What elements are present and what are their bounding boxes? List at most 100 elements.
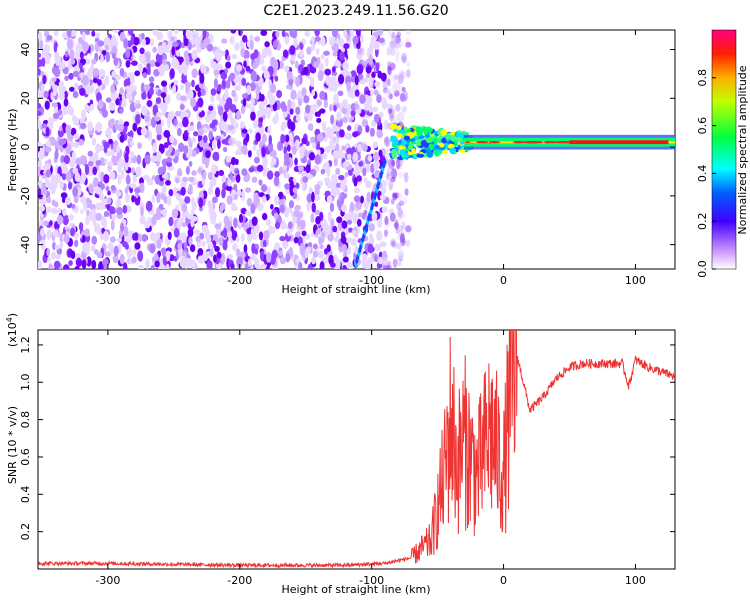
heatmap-cell [353, 187, 360, 194]
heatmap-cell [245, 210, 250, 216]
heatmap-cell [353, 177, 358, 187]
heatmap-cell [205, 149, 211, 159]
heatmap-cell [216, 63, 223, 70]
heatmap-cell [132, 174, 137, 184]
heatmap-cell [254, 257, 260, 269]
heatmap-cell [60, 192, 68, 199]
heatmap-cell [179, 103, 185, 110]
heatmap-cell [191, 149, 197, 158]
heatmap-cell [85, 215, 90, 226]
heatmap-cell [273, 175, 280, 187]
heatmap-cell [346, 125, 352, 131]
heatmap-cell [266, 186, 272, 196]
heatmap-cell [38, 205, 46, 212]
heatmap-cell [68, 86, 75, 92]
heatmap-cell [350, 91, 356, 99]
heatmap-cell [182, 111, 189, 118]
heatmap-cell [156, 111, 162, 118]
heatmap-cell [113, 56, 119, 66]
heatmap-cell [393, 89, 400, 97]
snr-scale-label: (x104) [5, 313, 19, 347]
heatmap-cell [365, 72, 371, 79]
heatmap-cell [385, 158, 390, 165]
heatmap-cell [111, 70, 117, 78]
heatmap-cell [201, 224, 209, 233]
heatmap-cell [158, 203, 164, 210]
heatmap-cell [358, 212, 363, 218]
heatmap-cell [241, 168, 248, 176]
heatmap-cell [119, 31, 126, 42]
heatmap-cell [204, 157, 210, 169]
heatmap-cell [218, 237, 224, 246]
heatmap-cell [91, 235, 98, 245]
heatmap-cell [159, 102, 166, 111]
heatmap-cell [356, 175, 362, 182]
heatmap-cell [389, 212, 396, 223]
heatmap-cell [241, 233, 245, 242]
heatmap-cell [187, 41, 192, 51]
heatmap-cell [234, 122, 239, 129]
heatmap-cell [314, 184, 321, 191]
heatmap-cell [246, 228, 251, 235]
heatmap-cell [163, 129, 171, 138]
colorbar-tick-label: 0.6 [696, 117, 709, 135]
heatmap-cell [57, 128, 65, 138]
heatmap-cell [38, 179, 43, 189]
heatmap-cell [217, 84, 222, 92]
heatmap-cell [314, 36, 321, 42]
heatmap-cell [97, 99, 104, 110]
heatmap-cell [289, 30, 296, 38]
heatmap-cell [302, 176, 309, 184]
heatmap-cell [381, 206, 388, 213]
heatmap-cell [92, 166, 98, 176]
heatmap-cell [42, 74, 47, 85]
heatmap-cell [39, 228, 45, 237]
heatmap-cell [319, 244, 324, 250]
heatmap-cell [100, 53, 104, 64]
heatmap-cell [389, 34, 396, 40]
heatmap-cell [180, 181, 187, 189]
heatmap-cell [374, 80, 381, 88]
heatmap-cell [236, 248, 241, 258]
heatmap-cell [57, 207, 62, 214]
heatmap-cell [183, 129, 189, 137]
heatmap-cell [404, 188, 409, 196]
heatmap-cell [344, 172, 349, 178]
heatmap-cell [347, 103, 353, 113]
heatmap-cell [278, 60, 284, 70]
heatmap-cell [148, 76, 155, 83]
heatmap-cell [107, 197, 112, 205]
heatmap-cell [342, 264, 347, 269]
heatmap-cell [202, 171, 207, 180]
heatmap-cell [233, 217, 238, 229]
heatmap-cell [385, 176, 392, 186]
heatmap-cell [337, 74, 345, 85]
heatmap-cell [389, 93, 393, 100]
heatmap-cell [229, 163, 235, 173]
heatmap-cell [208, 113, 214, 121]
heatmap-cell [284, 134, 290, 143]
heatmap-cell [250, 96, 255, 106]
heatmap-cell [391, 159, 396, 167]
heatmap-cell [165, 250, 171, 258]
heatmap-cell [242, 98, 247, 107]
heatmap-cell [146, 177, 154, 186]
spectrogram-ytick-label: -20 [19, 187, 32, 205]
heatmap-cell [197, 247, 204, 256]
heatmap-cell [222, 146, 228, 153]
heatmap-cell [52, 112, 60, 119]
heatmap-cell [268, 94, 276, 106]
heatmap-cell [354, 75, 359, 86]
heatmap-cell [293, 236, 299, 244]
heatmap-cell [166, 117, 171, 129]
heatmap-cell [274, 221, 281, 230]
heatmap-cell [402, 196, 408, 205]
heatmap-cell [310, 35, 315, 45]
heatmap-cell [50, 173, 56, 182]
heatmap-cell [396, 158, 401, 170]
heatmap-cell [261, 146, 266, 158]
heatmap-cell [268, 134, 273, 145]
heatmap-cell [221, 138, 228, 145]
heatmap-cell [328, 36, 336, 46]
heatmap-cell [386, 264, 392, 269]
